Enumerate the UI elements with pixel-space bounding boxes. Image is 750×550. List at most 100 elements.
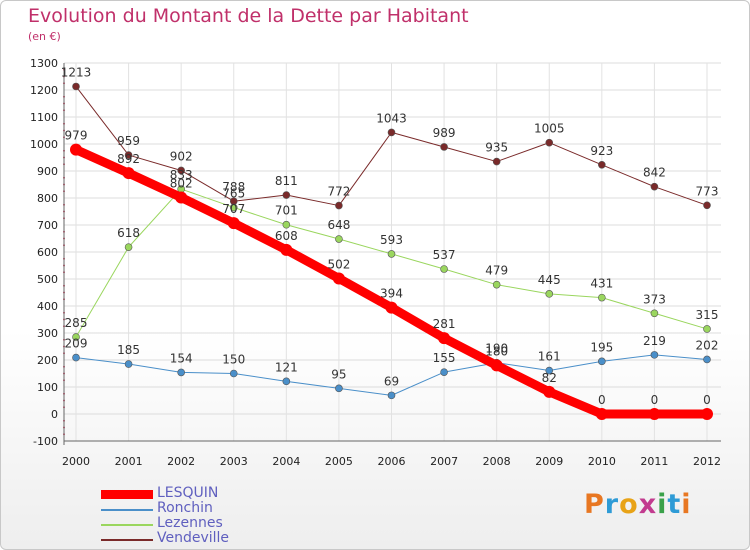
data-label: 608 [275,229,298,243]
data-point [282,377,291,386]
data-point [492,280,501,289]
brand-logo: Proxiti [584,489,692,520]
data-label: 121 [275,360,298,374]
data-point [175,191,188,204]
data-label: 842 [643,166,666,180]
x-tick-label: 2011 [640,455,668,468]
data-point [387,250,396,258]
data-point [598,160,606,169]
data-label: 959 [117,134,140,148]
data-point [70,143,82,156]
data-point [124,360,133,368]
y-tick-label: 600 [37,246,58,259]
data-point [650,182,659,191]
y-tick-label: 1300 [30,57,58,70]
chart-subtitle: (en €) [28,30,61,43]
data-label: 537 [433,248,456,262]
data-point [490,359,503,372]
data-label: 82 [542,371,557,385]
data-point [177,368,185,377]
data-point [385,301,398,314]
y-tick-label: 500 [37,273,58,286]
y-tick-label: 300 [37,327,58,340]
data-point [335,201,343,210]
data-label: 0 [598,393,606,407]
data-label: 1213 [61,65,92,79]
y-tick-label: 800 [37,192,58,205]
data-label: 765 [222,186,245,200]
data-point [332,272,345,285]
x-tick-label: 2001 [115,455,143,468]
data-point [229,369,238,378]
brand-letter: P [584,489,605,520]
data-label: 648 [327,218,350,232]
data-point [545,366,554,375]
data-point [598,357,606,366]
data-label: 150 [222,353,245,367]
x-tick-label: 2003 [220,455,248,468]
data-point [335,384,343,393]
data-label: 892 [117,152,140,166]
y-tick-label: 400 [37,300,58,313]
data-point [122,167,135,180]
data-point [703,201,711,210]
data-label: 209 [65,337,88,351]
brand-letter: o [619,489,639,520]
x-tick-label: 2006 [378,455,406,468]
data-point [124,243,133,251]
y-tick-label: 700 [37,219,58,232]
data-point [282,220,291,229]
data-label: 923 [590,144,613,158]
legend-label: LESQUIN [157,485,219,501]
data-label: 0 [651,393,659,407]
data-label: 802 [170,176,193,190]
data-label: 935 [485,141,508,155]
data-point [438,332,451,345]
data-point [440,143,448,151]
data-label: 1005 [534,122,565,136]
data-label: 180 [485,344,508,358]
data-label: 154 [170,351,193,365]
y-tick-label: 1100 [30,111,58,124]
data-label: 445 [538,273,561,287]
x-tick-label: 2012 [693,455,721,468]
data-label: 773 [696,184,719,198]
data-point [280,243,293,256]
data-point [598,293,606,302]
data-label: 811 [275,174,298,188]
x-tick-label: 2009 [535,455,563,468]
data-label: 95 [331,367,346,381]
data-label: 502 [327,257,350,271]
legend-label: Vendeville [157,530,230,546]
legend-label: Lezennes [157,515,223,531]
brand-letter: t [667,489,682,520]
data-label: 190 [485,342,508,356]
data-label: 219 [643,334,666,348]
data-label: 788 [222,180,245,194]
data-label: 618 [117,226,140,240]
data-point [282,191,291,199]
legend-label: Ronchin [157,500,213,516]
data-label: 979 [65,129,88,143]
data-label: 69 [384,374,399,388]
y-tick-label: -100 [33,435,58,448]
data-point [545,138,554,147]
data-label: 902 [170,149,193,163]
data-point [701,408,713,420]
data-point [440,265,448,273]
x-tick-label: 2005 [325,455,353,468]
data-point [703,355,711,364]
legend-swatch [101,490,153,499]
data-label: 1043 [376,111,407,125]
x-tick-label: 2008 [483,455,511,468]
legend-swatch [101,524,153,526]
brand-letter: x [638,489,658,520]
data-label: 155 [433,351,456,365]
data-label: 593 [380,233,403,247]
data-label: 161 [538,350,561,364]
data-point [650,351,659,359]
data-point [177,166,185,175]
data-point [72,82,80,91]
y-tick-label: 0 [51,408,58,421]
